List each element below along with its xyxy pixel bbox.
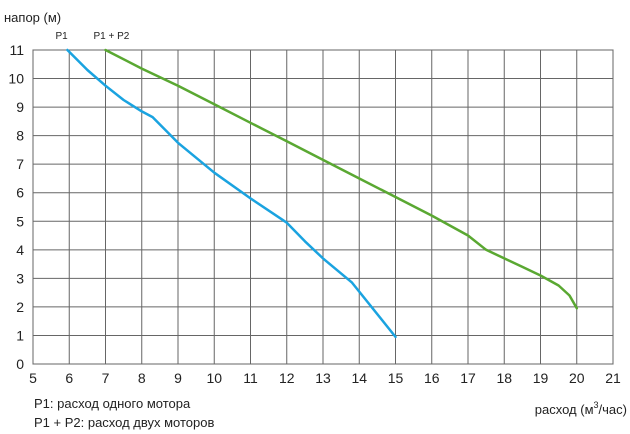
x-tick-label: 7 — [102, 370, 110, 386]
y-tick-label: 5 — [16, 213, 24, 229]
y-tick-label: 9 — [16, 99, 24, 115]
series-label-p1-p2: P1 + P2 — [94, 31, 130, 42]
y-tick-label: 1 — [16, 327, 24, 343]
x-tick-label: 10 — [206, 370, 222, 386]
x-tick-label: 9 — [174, 370, 182, 386]
x-tick-label: 13 — [315, 370, 331, 386]
y-tick-label: 2 — [16, 299, 24, 315]
x-tick-label: 14 — [351, 370, 367, 386]
axes: 5 6 7 8 9 10 11 12 13 14 15 16 17 18 19 20 2101234567891… — [8, 42, 621, 386]
note-p1: P1: расход одного мотора — [34, 396, 191, 411]
x-tick-label: 21 — [605, 370, 621, 386]
series-line-p1 — [66, 48, 397, 339]
x-tick-label: 18 — [496, 370, 512, 386]
y-tick-label: 6 — [16, 185, 24, 201]
y-tick-label: 7 — [16, 156, 24, 172]
x-tick-label: 16 — [424, 370, 440, 386]
series-label-p1: P1 — [55, 31, 68, 42]
y-tick-label: 11 — [9, 42, 24, 58]
x-tick-label: 11 — [243, 370, 258, 386]
x-tick-label: 17 — [460, 370, 476, 386]
grid — [32, 49, 614, 365]
x-axis-label: расход (м3/час) — [535, 400, 627, 417]
x-tick-label: 8 — [138, 370, 146, 386]
x-tick-label: 12 — [279, 370, 295, 386]
x-tick-label: 5 — [29, 370, 37, 386]
y-axis-label: напор (м) — [4, 10, 61, 25]
x-tick-label: 15 — [388, 370, 404, 386]
labels: напор (м) P1 P1 + P2 расход (м3/час) P1:… — [4, 10, 627, 430]
x-tick-label: 6 — [65, 370, 73, 386]
y-tick-label: 0 — [16, 356, 24, 372]
x-tick-label: 19 — [533, 370, 549, 386]
y-tick-label: 3 — [16, 270, 24, 286]
y-tick-label: 4 — [16, 242, 24, 258]
y-tick-label: 10 — [8, 71, 24, 87]
y-tick-label: 8 — [16, 128, 24, 144]
series-group — [66, 48, 579, 339]
x-tick-label: 20 — [569, 370, 585, 386]
note-p1-p2: P1 + P2: расход двух моторов — [34, 415, 214, 430]
series-line-p1-p2 — [104, 48, 579, 310]
